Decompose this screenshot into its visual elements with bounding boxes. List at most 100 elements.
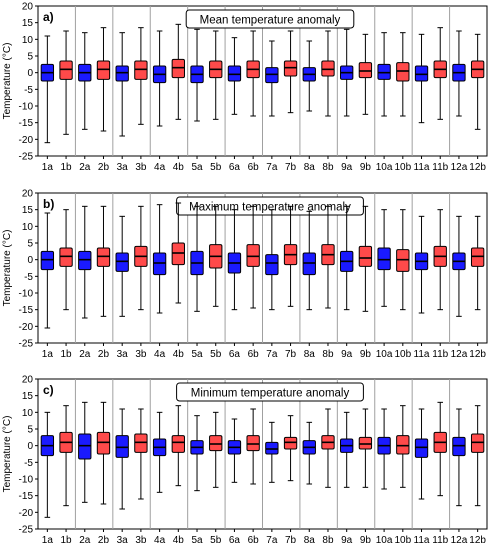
chart-panel-3: -25 -20 -15 -10 -5 0 5 10 15 20 Temperature (°C) c)…	[2, 375, 488, 546]
box-body	[115, 435, 129, 458]
box-10a	[377, 408, 391, 490]
x-tick-label: 9b	[360, 162, 372, 173]
box-body	[78, 250, 92, 271]
y-tick-label: 15	[22, 391, 34, 402]
box-body	[96, 247, 111, 267]
y-tick-label: -25	[19, 152, 34, 163]
x-tick-label: 11b	[432, 349, 448, 360]
x-tick-label: 11b	[432, 535, 448, 546]
x-tick-label: 9b	[360, 535, 372, 546]
box-12a	[452, 408, 466, 507]
x-tick-label: 9a	[341, 162, 353, 173]
box-body	[358, 436, 373, 450]
box-body	[171, 242, 185, 266]
box-body	[470, 433, 485, 453]
box-9b	[358, 205, 373, 312]
x-tick-label: 12b	[469, 535, 486, 546]
box-body	[96, 60, 111, 80]
box-2b	[96, 205, 111, 317]
box-body	[171, 435, 185, 453]
box-body	[59, 247, 73, 267]
x-tick-label: 10b	[394, 349, 411, 360]
chart-panel-1: -25 -20 -15 -10 -5 0 5 10 15 20 Temperature (°C) a)…	[2, 2, 488, 173]
box-6b	[246, 205, 260, 309]
x-tick-label: 2b	[98, 162, 110, 173]
box-body	[377, 63, 391, 80]
x-tick-label: 6b	[248, 162, 260, 173]
box-body	[396, 62, 410, 82]
x-tick-label: 1a	[42, 349, 54, 360]
box-5b	[209, 30, 223, 120]
y-axis-label: Temperature (°C)	[2, 416, 13, 493]
y-tick-label: 0	[27, 255, 33, 266]
box-body	[396, 435, 410, 455]
box-12a	[452, 215, 466, 317]
y-tick-label: 20	[22, 375, 34, 386]
x-tick-label: 10b	[394, 162, 411, 173]
box-9b	[358, 408, 373, 488]
y-tick-label: -20	[19, 508, 34, 519]
y-tick-label: 15	[22, 205, 34, 216]
y-tick-label: 0	[27, 68, 33, 79]
chart-title: Maximum temperature anomaly	[189, 202, 351, 214]
box-12b	[470, 215, 485, 311]
y-tick-label: -10	[19, 475, 34, 486]
box-8b	[321, 408, 335, 488]
box-1a	[40, 35, 55, 144]
box-body	[209, 435, 223, 452]
box-3b	[134, 27, 148, 125]
box-3b	[134, 408, 148, 500]
x-tick-label: 2b	[98, 535, 110, 546]
x-tick-label: 5a	[191, 535, 203, 546]
box-8b	[321, 30, 335, 117]
y-axis-label: Temperature (°C)	[2, 43, 13, 120]
box-7b	[283, 205, 298, 307]
box-2b	[96, 401, 111, 505]
y-tick-label: 5	[27, 425, 33, 436]
x-tick-label: 10a	[376, 162, 393, 173]
box-4b	[171, 23, 185, 120]
box-4b	[171, 202, 185, 304]
box-7a	[265, 421, 279, 483]
box-body	[414, 438, 429, 458]
x-tick-label: 7b	[285, 349, 297, 360]
x-tick-label: 1b	[61, 162, 73, 173]
y-axis-label: Temperature (°C)	[2, 230, 13, 307]
x-tick-label: 8b	[322, 349, 334, 360]
box-7b	[283, 415, 298, 482]
box-3a	[115, 408, 129, 510]
y-tick-label: 10	[22, 222, 34, 233]
title-box	[185, 9, 355, 29]
box-body	[246, 435, 260, 452]
box-body	[59, 60, 73, 80]
x-tick-label: 8b	[322, 535, 334, 546]
x-tick-label: 2b	[98, 349, 110, 360]
box-8a	[302, 40, 316, 112]
x-tick-label: 7b	[285, 162, 297, 173]
box-11b	[433, 209, 447, 311]
x-tick-label: 11a	[414, 162, 430, 173]
box-7b	[283, 30, 298, 114]
panel-label: b)	[43, 197, 54, 211]
box-9b	[358, 33, 373, 115]
box-4a	[152, 30, 167, 127]
box-body	[227, 65, 242, 82]
box-8a	[302, 210, 316, 311]
panel-label: a)	[43, 10, 54, 24]
box-body	[96, 431, 111, 455]
box-1b	[59, 30, 73, 135]
chart-panel-2: -25 -20 -15 -10 -5 0 5 10 15 20 Temperature (°C) b)…	[2, 189, 488, 360]
y-tick-label: 20	[22, 189, 34, 200]
x-tick-label: 7a	[266, 349, 278, 360]
x-tick-label: 1a	[42, 162, 54, 173]
y-tick-label: -10	[19, 289, 34, 300]
y-tick-label: 5	[27, 239, 33, 250]
box-9a	[340, 205, 354, 311]
x-tick-label: 5b	[210, 162, 222, 173]
y-tick-label: 10	[22, 35, 34, 46]
x-tick-label: 8b	[322, 162, 334, 173]
x-tick-label: 5b	[210, 535, 222, 546]
x-tick-label: 12a	[451, 349, 468, 360]
box-body	[452, 436, 466, 457]
